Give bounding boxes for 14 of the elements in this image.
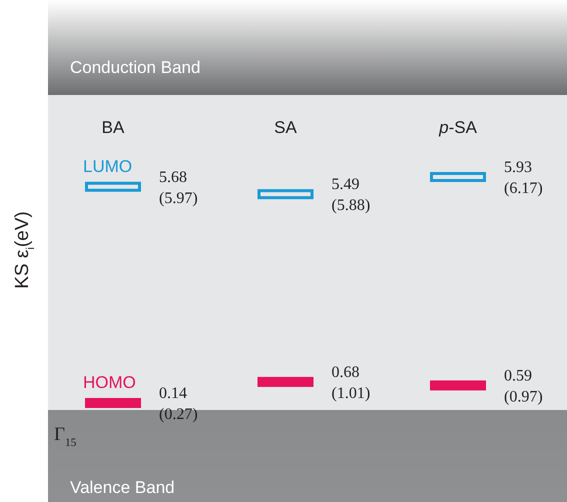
category-label: p-SA	[438, 118, 478, 137]
data-label: 5.93 (6.17)	[504, 159, 543, 197]
legend-label: LUMO	[83, 156, 132, 176]
text: Valence Band	[70, 478, 175, 497]
data-label: 0.14 (0.27)	[159, 385, 198, 423]
data-label: 5.49 (5.88)	[332, 176, 370, 214]
data-label: 0.68 (1.01)	[332, 364, 370, 402]
data-label: 5.68 (5.97)	[159, 168, 198, 207]
category-label: SA	[274, 118, 298, 137]
category-label: BA	[102, 118, 125, 137]
text: Conduction Band	[70, 58, 200, 77]
data-label: 0.59 (0.97)	[504, 367, 543, 406]
legend-label: HOMO	[83, 373, 136, 392]
text: Γ$_{15}$	[54, 424, 77, 449]
